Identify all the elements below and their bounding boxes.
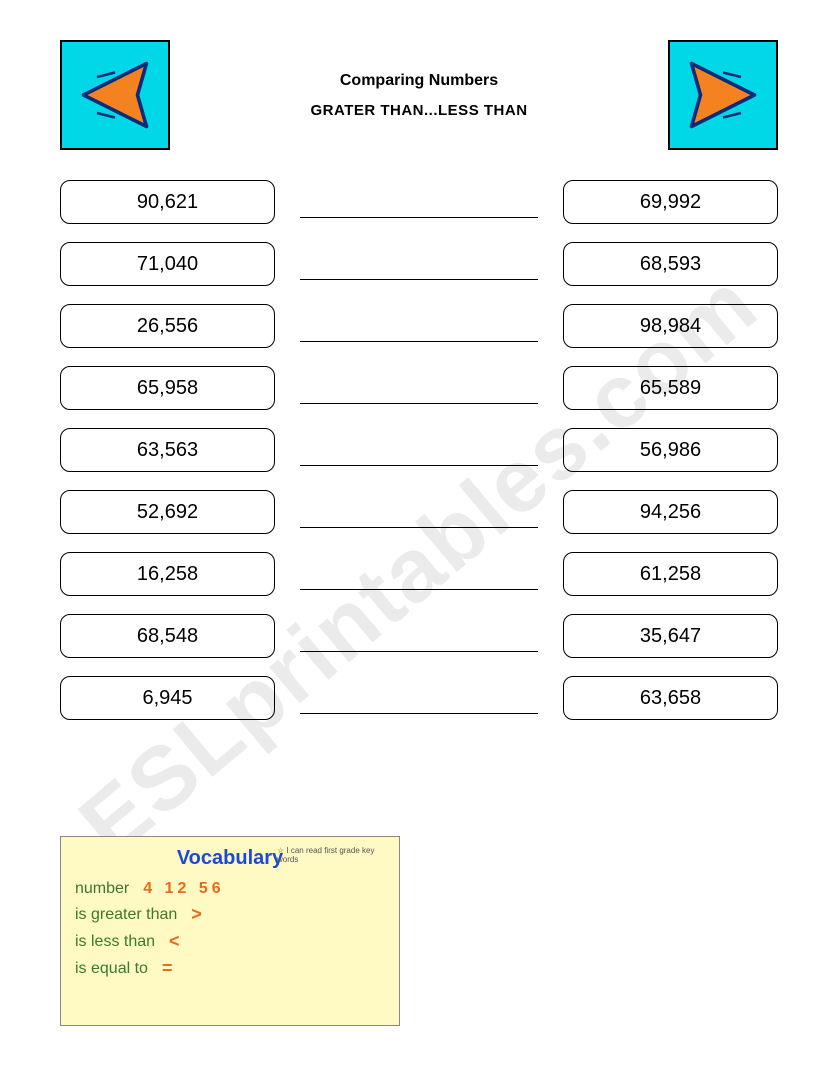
answer-blank[interactable] bbox=[300, 651, 538, 652]
comparison-row: 71,040 68,593 bbox=[60, 242, 778, 286]
left-number-box: 52,692 bbox=[60, 490, 275, 534]
worksheet-page: ESLprintables.com Comparing Numbers GRAT… bbox=[0, 0, 838, 1086]
left-number-box: 16,258 bbox=[60, 552, 275, 596]
right-number-box: 56,986 bbox=[563, 428, 778, 472]
left-number-box: 6,945 bbox=[60, 676, 275, 720]
comparison-row: 63,563 56,986 bbox=[60, 428, 778, 472]
left-number-box: 63,563 bbox=[60, 428, 275, 472]
vocab-example-numbers: 4 12 56 bbox=[143, 880, 224, 898]
answer-blank[interactable] bbox=[300, 589, 538, 590]
vocab-symbol: > bbox=[191, 904, 202, 925]
left-number-box: 90,621 bbox=[60, 180, 275, 224]
vocab-label: is greater than bbox=[75, 906, 177, 924]
comparison-row: 26,556 98,984 bbox=[60, 304, 778, 348]
vocab-label: is equal to bbox=[75, 960, 148, 978]
right-number-box: 61,258 bbox=[563, 552, 778, 596]
less-than-icon bbox=[60, 40, 170, 150]
number-rows: 90,621 69,992 71,040 68,593 26,556 98,984 65,9… bbox=[60, 180, 778, 720]
vocab-row: is less than < bbox=[75, 931, 385, 952]
answer-blank[interactable] bbox=[300, 713, 538, 714]
comparison-row: 16,258 61,258 bbox=[60, 552, 778, 596]
vocab-row: number 4 12 56 bbox=[75, 880, 385, 898]
comparison-row: 68,548 35,647 bbox=[60, 614, 778, 658]
right-number-box: 68,593 bbox=[563, 242, 778, 286]
title-block: Comparing Numbers GRATER THAN...LESS THA… bbox=[170, 72, 668, 119]
header: Comparing Numbers GRATER THAN...LESS THA… bbox=[60, 40, 778, 150]
title-line-1: Comparing Numbers bbox=[190, 72, 648, 90]
comparison-row: 52,692 94,256 bbox=[60, 490, 778, 534]
vocab-symbol: = bbox=[162, 958, 173, 979]
vocab-row: is greater than > bbox=[75, 904, 385, 925]
right-number-box: 35,647 bbox=[563, 614, 778, 658]
right-number-box: 65,589 bbox=[563, 366, 778, 410]
answer-blank[interactable] bbox=[300, 341, 538, 342]
right-number-box: 69,992 bbox=[563, 180, 778, 224]
answer-blank[interactable] bbox=[300, 527, 538, 528]
comparison-row: 90,621 69,992 bbox=[60, 180, 778, 224]
vocabulary-card: ☆ I can read first grade key words Vocab… bbox=[60, 836, 400, 1026]
greater-than-icon bbox=[668, 40, 778, 150]
vocab-star-note: ☆ I can read first grade key words bbox=[277, 847, 387, 865]
answer-blank[interactable] bbox=[300, 217, 538, 218]
right-number-box: 63,658 bbox=[563, 676, 778, 720]
left-number-box: 26,556 bbox=[60, 304, 275, 348]
vocab-label: number bbox=[75, 880, 129, 898]
left-number-box: 65,958 bbox=[60, 366, 275, 410]
vocab-row: is equal to = bbox=[75, 958, 385, 979]
right-number-box: 94,256 bbox=[563, 490, 778, 534]
vocab-label: is less than bbox=[75, 933, 155, 951]
left-number-box: 71,040 bbox=[60, 242, 275, 286]
comparison-row: 6,945 63,658 bbox=[60, 676, 778, 720]
answer-blank[interactable] bbox=[300, 465, 538, 466]
left-number-box: 68,548 bbox=[60, 614, 275, 658]
comparison-row: 65,958 65,589 bbox=[60, 366, 778, 410]
right-number-box: 98,984 bbox=[563, 304, 778, 348]
title-line-2: GRATER THAN...LESS THAN bbox=[190, 102, 648, 119]
answer-blank[interactable] bbox=[300, 279, 538, 280]
vocab-symbol: < bbox=[169, 931, 180, 952]
answer-blank[interactable] bbox=[300, 403, 538, 404]
